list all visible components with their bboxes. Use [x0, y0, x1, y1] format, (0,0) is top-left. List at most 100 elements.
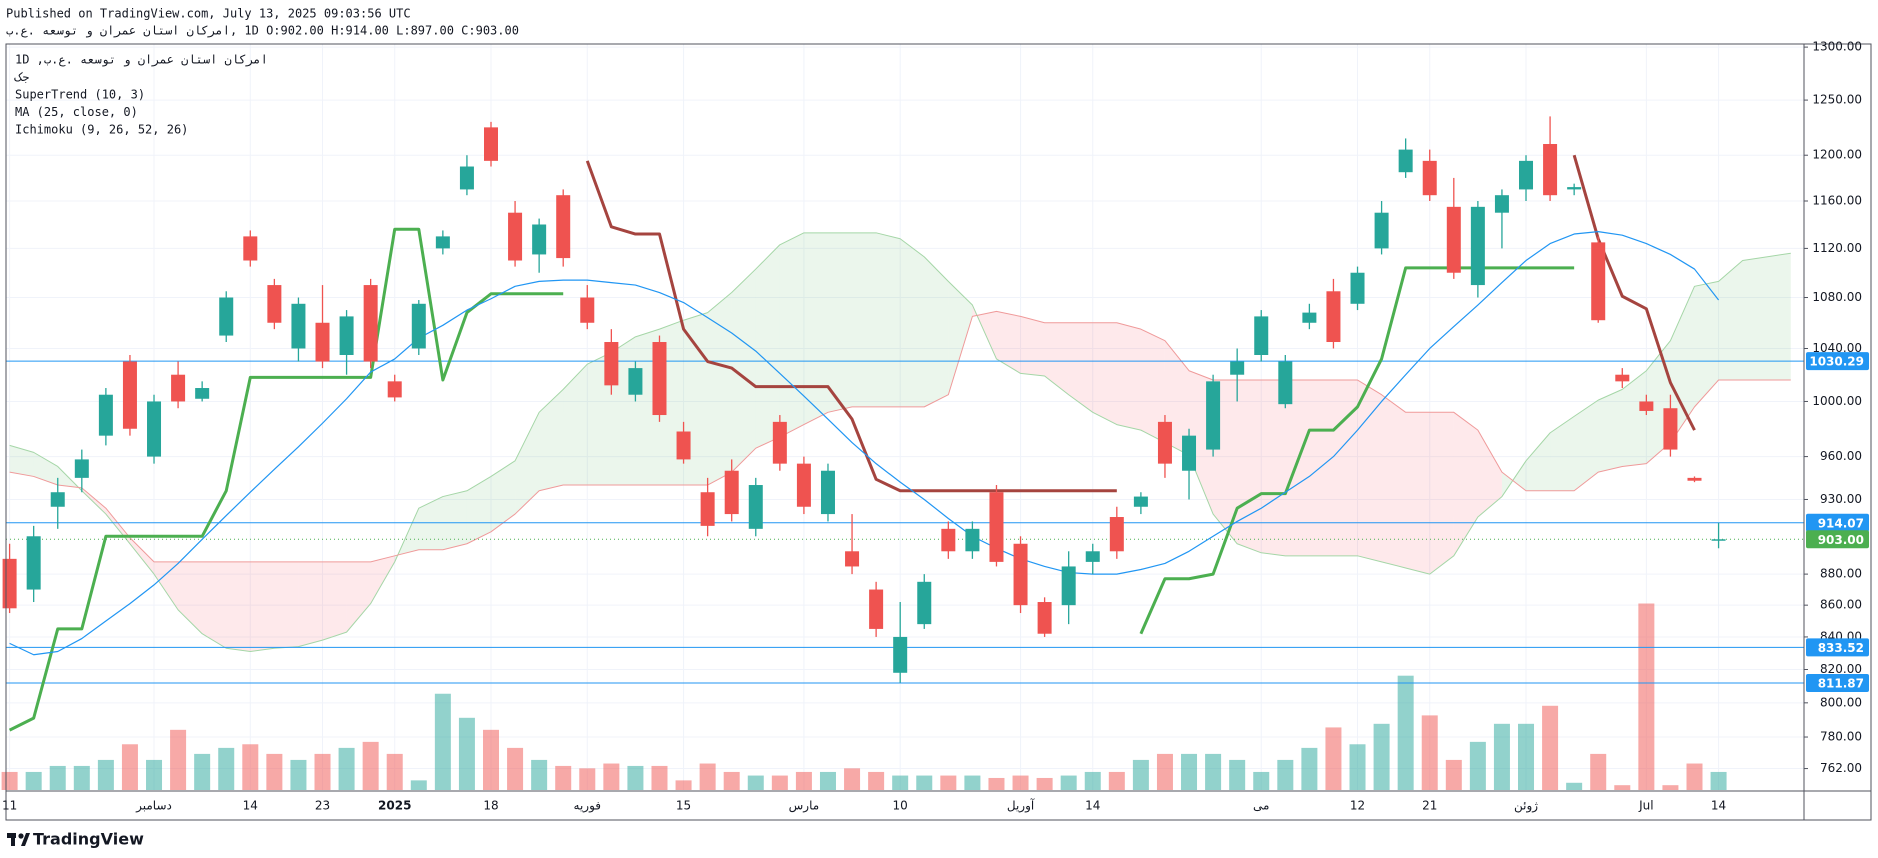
candle-body [748, 485, 763, 529]
x-tick-label: ژوئن [1514, 799, 1538, 814]
x-tick-label: 11 [2, 799, 17, 813]
cloud-fill [1429, 412, 1454, 575]
cloud-fill [1526, 432, 1551, 491]
volume-bar [266, 753, 283, 790]
y-tick-label: 880.00 [1820, 567, 1862, 581]
level-label: 903.00 [1818, 533, 1864, 547]
cloud-fill [129, 537, 155, 575]
cloud-fill [876, 232, 901, 407]
volume-bar [1084, 771, 1101, 790]
cloud-fill [948, 281, 973, 395]
candle-body [1037, 602, 1052, 634]
cloud-fill [298, 561, 323, 647]
cloud-fill [9, 445, 34, 477]
candle-body [411, 303, 426, 349]
volume-bar [1710, 771, 1727, 790]
x-tick-label: Jul [1638, 799, 1653, 813]
volume-bar [1542, 705, 1559, 790]
volume-bar [146, 759, 163, 790]
x-tick-label: دسامبر [135, 799, 172, 814]
candle-body [171, 374, 186, 402]
volume-bar [49, 765, 66, 790]
cloud-fill [1261, 380, 1286, 556]
cloud-fill [274, 561, 299, 649]
y-tick-label: 780.00 [1820, 730, 1862, 744]
candle-body [74, 459, 89, 478]
volume-bar [434, 693, 451, 790]
candle-body [459, 166, 474, 190]
cloud-fill [1574, 400, 1599, 491]
volume-bar [25, 771, 42, 790]
volume-bar [1590, 753, 1607, 790]
volume-bar [988, 777, 1005, 790]
volume-bar [795, 771, 812, 790]
volume-bar [483, 729, 499, 790]
volume-bar [1108, 771, 1125, 790]
volume [1, 603, 1727, 790]
volume-bar [507, 747, 524, 790]
legend-indicator: Ichimoku (9, 26, 52, 26) [15, 123, 188, 137]
cloud-fill [1068, 322, 1093, 413]
volume-bar [1205, 753, 1222, 790]
volume-bar [1, 771, 18, 790]
candle-body [26, 536, 41, 590]
cloud-fill [81, 487, 106, 515]
candle-body [1326, 291, 1341, 343]
candle-body [98, 394, 113, 436]
candle-body [893, 636, 908, 673]
logo-shape [21, 833, 30, 846]
candle-body [50, 492, 65, 507]
cloud-fill [852, 232, 877, 407]
volume-bar [555, 765, 572, 790]
candle-body [339, 316, 354, 355]
indicator-lines [8, 154, 1720, 732]
cloud-fill [466, 476, 491, 544]
candle-body [941, 528, 956, 552]
level-badge [1806, 638, 1869, 657]
indicator-line [8, 227, 564, 732]
candle-body [1663, 408, 1678, 450]
indicator-line [9, 232, 1791, 652]
candle-body [1446, 206, 1461, 273]
volume-bar [1686, 763, 1703, 790]
y-tick-label: 1040.00 [1812, 341, 1862, 355]
legend-text: کج [14, 70, 29, 84]
volume-bar [1301, 747, 1318, 790]
level-badge [1806, 513, 1869, 532]
x-tick-label: فوریه [574, 799, 602, 814]
candle-body [917, 581, 932, 625]
brand-name: TradingView [33, 830, 144, 849]
candle-body [1157, 421, 1172, 464]
candle-body [628, 368, 643, 395]
candle-body [532, 224, 547, 255]
cloud-fill [1622, 370, 1647, 467]
cloud-fill [370, 555, 395, 604]
volume-bar [242, 744, 259, 790]
y-tick-label: 1300.00 [1812, 40, 1862, 54]
volume-bar [386, 753, 403, 790]
candle-body [869, 589, 884, 629]
candle-body [484, 127, 498, 161]
candle-body [1519, 160, 1534, 190]
x-tick-label: مارس [789, 799, 820, 814]
volume-bar [531, 759, 548, 790]
frame [5, 43, 1872, 821]
candle-body [1567, 187, 1582, 190]
indicator-line [585, 160, 1117, 493]
candle-body [1543, 144, 1558, 196]
legend-text: 1D ,ب.ع. هعسوت و نارمع ناتسا ناکرما [15, 53, 268, 68]
volume-bar [579, 768, 596, 790]
cloud-fill [226, 561, 251, 652]
volume-bar [819, 771, 836, 790]
cloud-fill [1477, 430, 1502, 518]
candle-body [652, 342, 667, 416]
candle-body [1133, 496, 1148, 507]
volume-bar [1325, 727, 1342, 790]
cloud-fill [1405, 412, 1430, 575]
cloud-fill [1333, 380, 1358, 556]
cloud-fill [707, 292, 732, 486]
candle-body [291, 303, 306, 349]
cloud-fill [250, 561, 275, 652]
cloud-fill [779, 232, 804, 438]
